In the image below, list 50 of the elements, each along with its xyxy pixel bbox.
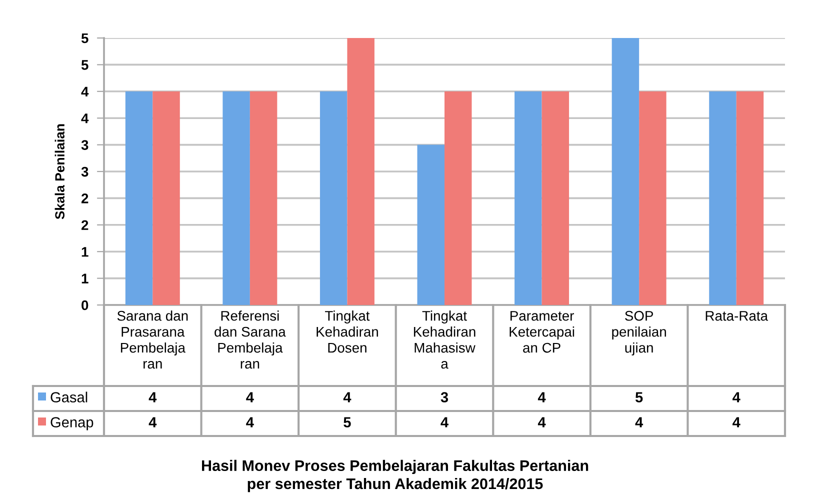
data-label: 4 xyxy=(732,392,740,402)
y-tick-label: 3 xyxy=(81,140,88,150)
bar xyxy=(542,91,570,305)
bar xyxy=(125,91,153,305)
x-tick-label: SOP penilaian ujian xyxy=(612,310,666,356)
data-label: 4 xyxy=(635,417,644,428)
data-label: 4 xyxy=(343,392,352,402)
bar xyxy=(152,91,180,305)
x-tick-label: Sarana dan Prasarana Pembelaja ran xyxy=(117,310,188,369)
x-tick-label: Rata-Rata xyxy=(706,311,768,321)
bar xyxy=(347,38,374,305)
y-tick-label: 2 xyxy=(81,194,88,204)
y-tick-label: 2 xyxy=(81,220,88,230)
data-label: 4 xyxy=(538,392,546,402)
data-label: 4 xyxy=(732,417,740,428)
y-axis-title: Skala Penilaian xyxy=(54,124,64,220)
x-tick-label: Parameter Ketercapai an CP xyxy=(510,311,574,353)
bar xyxy=(709,91,736,305)
y-tick-label: 0 xyxy=(82,300,88,310)
y-tick-label: 4 xyxy=(81,86,89,96)
text: Hasil Monev Proses Pembelajaran Fakultas Pertanian per semester Tahun Akademik 2014/2015 xyxy=(202,460,588,492)
y-tick-label: 5 xyxy=(81,60,88,70)
legend-label: Genap xyxy=(50,417,94,430)
data-label: 5 xyxy=(344,417,351,428)
bar xyxy=(320,91,348,305)
y-tick-label: 3 xyxy=(81,166,88,177)
bar xyxy=(639,91,666,305)
bar xyxy=(514,91,542,305)
x-tick-label: Tingkat Kehadiran Mahasisw a xyxy=(414,310,476,369)
data-label: 4 xyxy=(148,417,157,428)
data-label: 4 xyxy=(538,417,546,428)
x-tick-label: Referensi dan Sarana Pembelaja ran xyxy=(214,310,286,369)
bar xyxy=(222,91,250,305)
data-label: 3 xyxy=(440,392,448,402)
data-label: 4 xyxy=(246,417,254,428)
bar xyxy=(417,144,444,305)
legend-label: Gasal xyxy=(50,392,88,402)
y-tick-label: 1 xyxy=(82,247,88,257)
bar xyxy=(736,91,764,305)
bar xyxy=(250,91,278,305)
bar xyxy=(612,38,640,305)
y-tick-label: 5 xyxy=(81,33,88,44)
data-label: 4 xyxy=(148,392,157,402)
x-tick-label: Tingkat Kehadiran Dosen xyxy=(316,310,378,353)
data-label: 4 xyxy=(440,417,448,428)
data-label: 5 xyxy=(635,392,643,402)
y-tick-label: 1 xyxy=(82,274,88,284)
y-tick-label: 4 xyxy=(81,114,89,124)
data-label: 4 xyxy=(246,392,254,402)
bar xyxy=(444,91,472,305)
